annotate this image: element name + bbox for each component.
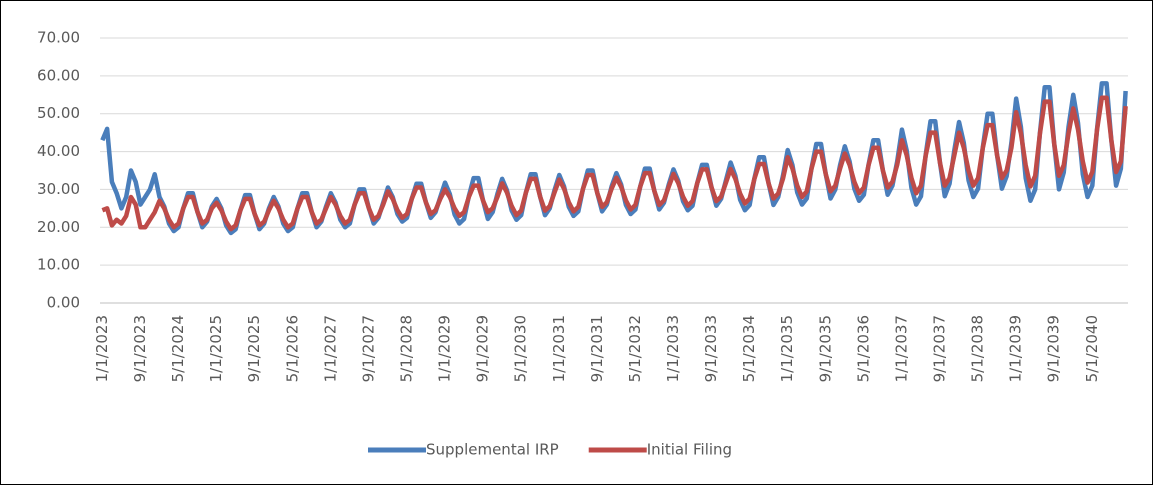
x-tick-label: 9/1/2023 [131,315,149,382]
x-tick-label: 1/1/2029 [436,315,454,382]
x-tick-label: 1/1/2031 [550,315,568,382]
x-tick-label: 5/1/2032 [626,315,644,382]
x-tick-label: 5/1/2030 [512,315,530,382]
y-tick-label: 10.00 [37,256,80,274]
x-tick-label: 1/1/2037 [892,315,910,382]
x-tick-label: 1/1/2033 [664,315,682,382]
x-tick-label: 9/1/2027 [359,315,377,382]
x-tick-label: 9/1/2033 [702,315,720,382]
x-tick-label: 9/1/2039 [1045,315,1063,382]
y-tick-label: 60.00 [37,66,80,84]
y-tick-label: 0.00 [47,294,80,312]
x-tick-label: 9/1/2025 [245,315,263,382]
x-tick-label: 9/1/2031 [588,315,606,382]
x-tick-label: 9/1/2037 [931,315,949,382]
legend-label: Supplemental IRP [426,441,559,459]
x-tick-label: 5/1/2034 [740,315,758,382]
x-tick-label: 5/1/2024 [169,315,187,382]
x-tick-label: 5/1/2040 [1083,315,1101,382]
x-tick-label: 1/1/2027 [321,315,339,382]
x-tick-label: 5/1/2036 [854,315,872,382]
y-tick-label: 30.00 [37,180,80,198]
x-tick-label: 5/1/2028 [397,315,415,382]
series-line [101,95,1128,232]
x-tick-label: 1/1/2035 [778,315,796,382]
x-tick-label: 1/1/2025 [207,315,225,382]
x-tick-label: 9/1/2035 [816,315,834,382]
y-tick-label: 70.00 [37,29,80,47]
y-tick-label: 50.00 [37,104,80,122]
legend-label: Initial Filing [647,441,732,459]
y-tick-label: 20.00 [37,218,80,236]
x-tick-label: 1/1/2023 [93,315,111,382]
x-tick-label: 1/1/2039 [1007,315,1025,382]
x-tick-label: 5/1/2026 [283,315,301,382]
y-tick-label: 40.00 [37,142,80,160]
x-tick-label: 9/1/2029 [474,315,492,382]
x-tick-label: 5/1/2038 [969,315,987,382]
